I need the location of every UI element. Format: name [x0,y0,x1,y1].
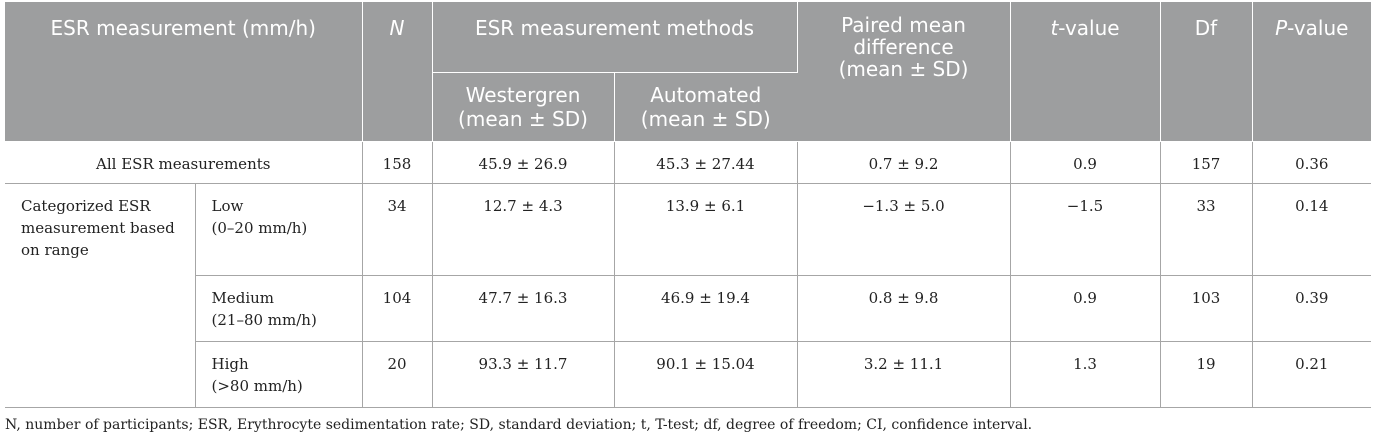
category-label: Categorized ESR measurement based on range [5,183,196,408]
cell-diff: 3.2 ± 11.1 [797,341,1011,408]
cell-t: 1.3 [1010,341,1161,408]
cell-df: 103 [1160,275,1253,342]
header-n: N [362,2,433,142]
table-footnote: N, number of participants; ESR, Erythroc… [5,417,1033,433]
header-p-value: P-value [1252,2,1372,142]
cell-westergren: 47.7 ± 16.3 [432,275,615,342]
cell-westergren: 45.9 ± 26.9 [432,141,615,184]
table-row-medium: Medium (21–80 mm/h) 104 47.7 ± 16.3 46.9 … [5,275,1372,342]
cell-t: 0.9 [1010,275,1161,342]
cell-df: 19 [1160,341,1253,408]
cell-n: 34 [362,183,433,276]
header-methods: ESR measurement methods [432,2,798,73]
cell-diff: 0.7 ± 9.2 [797,141,1011,184]
cell-n: 158 [362,141,433,184]
cell-p: 0.14 [1252,183,1372,276]
cell-automated: 46.9 ± 19.4 [614,275,798,342]
row-label: Medium (21–80 mm/h) [195,275,363,342]
row-label: Low (0–20 mm/h) [195,183,363,276]
header-esr-measurement: ESR measurement (mm/h) [5,2,363,142]
cell-n: 20 [362,341,433,408]
table-row-low: Categorized ESR measurement based on range… [5,183,1372,408]
cell-p: 0.39 [1252,275,1372,342]
cell-t: 0.9 [1010,141,1161,184]
header-automated: Automated (mean ± SD) [614,72,798,142]
cell-automated: 90.1 ± 15.04 [614,341,798,408]
cell-n: 104 [362,275,433,342]
table-row-all: All ESR measurements 158 45.9 ± 26.9 45.… [5,141,1372,184]
cell-p: 0.21 [1252,341,1372,408]
cell-df: 33 [1160,183,1253,276]
header-df: Df [1160,2,1253,142]
header-t-value: t-value [1010,2,1161,142]
cell-diff: 0.8 ± 9.8 [797,275,1011,342]
cell-westergren: 12.7 ± 4.3 [432,183,615,276]
cell-p: 0.36 [1252,141,1372,184]
cell-t: −1.5 [1010,183,1161,276]
row-label: All ESR measurements [5,141,363,184]
cell-automated: 13.9 ± 6.1 [614,183,798,276]
header-paired-difference: Paired mean difference (mean ± SD) [797,2,1011,142]
table-row-high: High (>80 mm/h) 20 93.3 ± 11.7 90.1 ± 15.… [5,341,1372,408]
cell-diff: −1.3 ± 5.0 [797,183,1011,276]
row-label: High (>80 mm/h) [195,341,363,408]
header-westergren: Westergren (mean ± SD) [432,72,615,142]
esr-comparison-table: ESR measurement (mm/h) N ESR measurement… [5,2,1372,408]
cell-df: 157 [1160,141,1253,184]
cell-automated: 45.3 ± 27.44 [614,141,798,184]
cell-westergren: 93.3 ± 11.7 [432,341,615,408]
